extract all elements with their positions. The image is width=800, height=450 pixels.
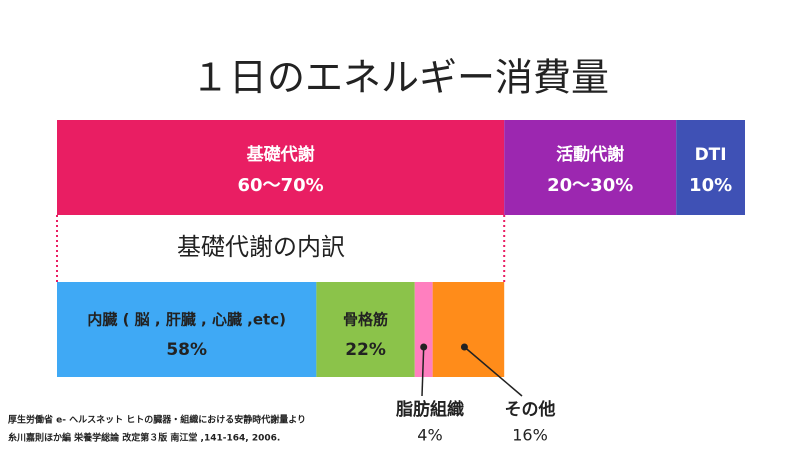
segment-label: 骨格筋 [343,311,388,329]
segment-label: 活動代謝 [556,144,624,165]
value-label: 16% [512,426,548,445]
segment-label: 脂肪組織 [396,399,464,420]
callout-line [463,346,523,397]
bar-segment [676,120,745,215]
segment-label: その他 [505,399,556,420]
breakdown-title: 基礎代謝の内訳 [177,233,345,261]
bar-segment [504,120,677,215]
chart-title: １日のエネルギー消費量 [191,56,609,100]
value-label: 10% [689,175,732,196]
source-line: 厚生労働省 e- ヘルスネット ヒトの臓器・組織における安静時代謝量より [8,414,306,426]
bar-segment [316,282,415,377]
value-label: 20〜30% [547,175,633,196]
callout-line [421,346,425,397]
source-line: 糸川嘉則ほか編 栄養学総論 改定第３版 南江堂 ,141-164, 2006. [8,432,280,444]
segment-label: DTI [695,145,727,165]
bar-segment [57,282,317,377]
bar-segment [414,282,433,377]
bar-segment [432,282,505,377]
segment-label: 基礎代謝 [246,144,315,165]
value-label: 58% [166,340,207,360]
segment-label: 内臓 ( 脳 , 肝臓 , 心臓 ,etc) [87,311,286,329]
bar-segment [57,120,505,215]
value-label: 4% [417,426,442,445]
value-label: 60〜70% [238,175,324,196]
value-label: 22% [345,340,386,360]
